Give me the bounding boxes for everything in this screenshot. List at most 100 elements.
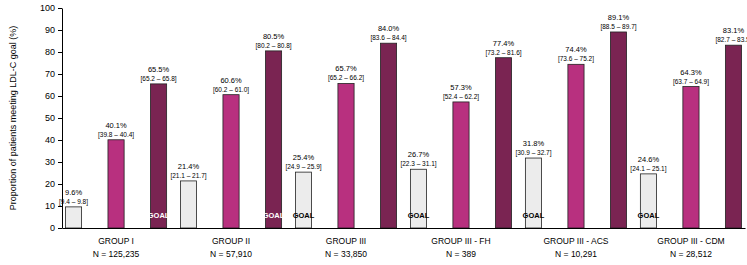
y-axis-line [62, 9, 63, 229]
bar [568, 64, 584, 228]
ci-label: [73.2 – 81.6] [485, 49, 521, 57]
bar [180, 181, 196, 228]
x-tick: GROUP III - FHN = 389 [431, 228, 490, 259]
bar [453, 102, 469, 228]
y-tick-mark [58, 74, 62, 75]
value-label: 25.4% [293, 153, 315, 162]
ci-label: [83.6 – 84.4] [370, 34, 406, 42]
value-label: 84.0% [378, 24, 400, 33]
value-label: 60.6% [220, 76, 242, 85]
y-tick-mark [58, 162, 62, 163]
ci-label: [63.7 – 64.9] [673, 78, 709, 86]
x-tick-label: GROUP III [326, 236, 366, 246]
y-tick: 70 [45, 69, 62, 79]
value-label: 74.4% [565, 45, 587, 54]
x-tick-label: GROUP III - CDM [657, 236, 724, 246]
ci-label: [22.3 – 31.1] [400, 160, 436, 168]
x-tick-label: GROUP I [98, 236, 134, 246]
y-tick: 80 [45, 47, 62, 57]
ci-label: [39.8 – 40.4] [98, 131, 134, 139]
y-tick-mark [58, 8, 62, 9]
x-tick-sublabel: N = 33,850 [325, 249, 367, 259]
bar [108, 140, 124, 228]
y-tick: 30 [45, 157, 62, 167]
ci-label: [52.4 – 62.2] [443, 93, 479, 101]
y-tick-label: 50 [45, 113, 55, 123]
y-tick-label: 20 [45, 179, 55, 189]
y-tick-mark [58, 118, 62, 119]
ci-label: [60.2 – 61.0] [213, 86, 249, 94]
y-tick: 50 [45, 113, 62, 123]
ci-label: [9.4 – 9.8] [59, 198, 88, 206]
value-label: 21.4% [178, 162, 200, 171]
x-tick-label: GROUP III - ACS [543, 236, 608, 246]
value-label: 24.6% [638, 155, 660, 164]
value-label: 9.6% [65, 188, 82, 197]
annotation: GOAL [263, 211, 285, 220]
y-tick: 90 [45, 25, 62, 35]
x-tick: GROUP III - CDM N = 28,512 [657, 228, 724, 259]
annotation: GOAL [148, 211, 170, 220]
y-tick-mark [58, 184, 62, 185]
x-tick-sublabel: N = 125,235 [93, 249, 140, 259]
bar [223, 95, 239, 228]
value-label: 26.7% [408, 150, 430, 159]
ci-label: [65.2 – 66.2] [328, 74, 364, 82]
bar [683, 87, 699, 228]
ci-label: [21.1 – 21.7] [170, 172, 206, 180]
value-label: 64.3% [680, 68, 702, 77]
value-label: 31.8% [523, 139, 545, 148]
value-label: 80.5% [263, 32, 285, 41]
y-tick: 100 [40, 3, 62, 13]
y-tick-label: 100 [40, 3, 55, 13]
y-tick: 20 [45, 179, 62, 189]
bar [380, 43, 396, 228]
value-label: 89.1% [608, 13, 630, 22]
x-tick-label: GROUP II [212, 236, 250, 246]
ci-label: [65.2 – 65.8] [140, 75, 176, 83]
x-tick-sublabel: N = 10,291 [555, 249, 597, 259]
x-tick: GROUP III N = 33,850 [325, 228, 367, 259]
annotation: GOAL [523, 211, 545, 220]
bar [338, 83, 354, 228]
value-label: 40.1% [105, 121, 127, 130]
y-tick-label: 90 [45, 25, 55, 35]
y-tick-mark [58, 30, 62, 31]
x-axis: GROUP IN = 125,235GROUP IIN = 57,910GROU… [63, 228, 746, 259]
y-tick-mark [58, 206, 62, 207]
x-tick: GROUP I N = 125,235 [93, 228, 140, 259]
bar [610, 32, 626, 228]
x-tick-sublabel: N = 57,910 [210, 249, 252, 259]
y-tick: 0 [50, 223, 62, 233]
y-tick: 40 [45, 135, 62, 145]
value-label: 65.7% [335, 64, 357, 73]
ci-label: [24.9 – 25.9] [285, 163, 321, 171]
annotation: GOAL [638, 211, 660, 220]
y-tick-label: 10 [45, 201, 55, 211]
annotation: GOAL [408, 211, 430, 220]
y-tick-label: 0 [50, 223, 55, 233]
annotation: GOAL [293, 211, 315, 220]
bar [265, 51, 281, 228]
bar [725, 45, 741, 228]
chart: 0 10 20 30 40 50 60 70 80 90 100 Proportion of pati… [0, 0, 747, 265]
y-tick-mark [58, 140, 62, 141]
x-tick-sublabel: N = 28,512 [670, 249, 712, 259]
y-axis-title: Proportion of patients meeting LDL-C goa… [8, 26, 18, 211]
y-tick-label: 40 [45, 135, 55, 145]
ci-label: [24.1 – 25.1] [630, 165, 666, 173]
y-tick-label: 60 [45, 91, 55, 101]
y-tick-mark [58, 52, 62, 53]
value-label: 77.4% [493, 39, 515, 48]
y-tick-mark [58, 228, 62, 229]
x-tick: GROUP II N = 57,910 [210, 228, 252, 259]
bars [65, 32, 741, 228]
x-tick-label: GROUP III - FH [431, 236, 490, 246]
bar [65, 207, 81, 228]
y-tick: 60 [45, 91, 62, 101]
ci-label: [73.6 – 75.2] [558, 55, 594, 63]
value-label: 65.5% [148, 65, 170, 74]
value-label: 57.3% [450, 83, 472, 92]
y-tick-label: 80 [45, 47, 55, 57]
y-tick-label: 70 [45, 69, 55, 79]
